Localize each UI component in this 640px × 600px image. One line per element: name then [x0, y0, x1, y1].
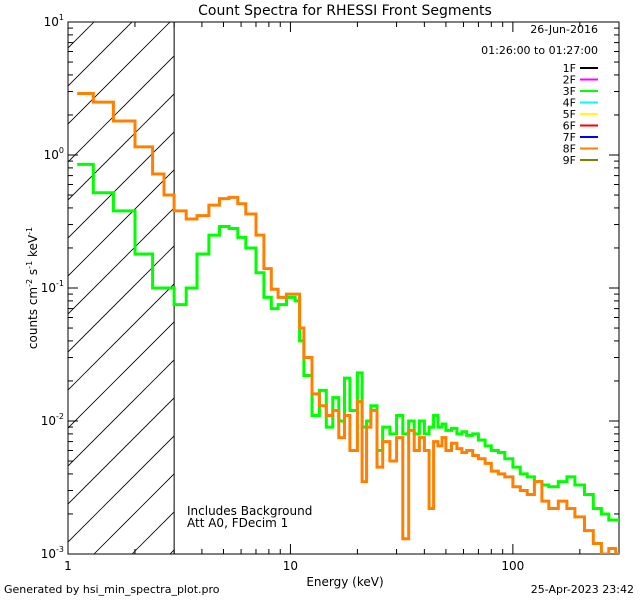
y-axis-label: counts cm-2 s-1 keV-1 [25, 227, 40, 349]
chart-date: 26-Jun-2016 [530, 23, 598, 36]
legend-label-1F: 1F [563, 62, 576, 75]
y-tick-label: 10-1 [41, 279, 64, 295]
x-axis-label: Energy (keV) [306, 575, 383, 589]
y-axis-label-mid-1: s [26, 269, 40, 279]
hatch-line [68, 283, 175, 391]
y-tick-label: 10-3 [41, 545, 64, 561]
y-tick-label: 101 [44, 13, 64, 29]
hatched-region [0, 0, 640, 554]
legend-label-5F: 5F [563, 108, 576, 121]
annotation-background: Includes Background [187, 504, 312, 518]
legend-label-8F: 8F [563, 143, 576, 156]
hatch-line [68, 22, 171, 125]
legend-label-4F: 4F [563, 97, 576, 110]
y-tick-label: 100 [44, 146, 64, 162]
hatch-line [68, 55, 175, 163]
generated-by-text: Generated by hsi_min_spectra_plot.pro [4, 583, 220, 596]
hatch-line [246, 0, 640, 554]
legend-label-2F: 2F [563, 74, 576, 87]
y-axis-label-base: counts cm [26, 287, 40, 349]
timestamp-text: 25-Apr-2023 23:42 [530, 583, 634, 596]
y-axis-label-mid-2: keV [26, 234, 40, 261]
x-tick-label: 100 [501, 559, 524, 573]
hatch-line [0, 0, 148, 554]
chart-title: Count Spectra for RHESSI Front Segments [198, 3, 492, 19]
y-axis-label-exp-2: -1 [25, 261, 34, 269]
x-tick-label: 1 [64, 559, 72, 573]
hatch-line [68, 169, 175, 277]
hatch-line [68, 131, 175, 239]
chart-time-range: 01:26:00 to 01:27:00 [481, 44, 598, 57]
series-3F-line [77, 162, 619, 522]
hatch-line [68, 359, 175, 467]
hatch-line [68, 245, 175, 353]
series-group [77, 92, 619, 554]
legend-label-6F: 6F [563, 120, 576, 133]
legend-label-3F: 3F [563, 85, 576, 98]
y-tick-label: 10-2 [41, 412, 64, 428]
y-axis-label-exp-3: -1 [25, 227, 34, 235]
y-axis-label-exp-1: -2 [25, 279, 34, 287]
hatch-line [68, 22, 133, 87]
legend-label-7F: 7F [563, 131, 576, 144]
legend-label-9F: 9F [563, 154, 576, 167]
plot-frame [67, 21, 620, 555]
series-8F-line [77, 92, 619, 554]
hatch-line [68, 93, 175, 201]
annotation-attenuator: Att A0, FDecim 1 [187, 516, 288, 530]
hatch-line [68, 435, 175, 543]
hatch-line [68, 321, 175, 429]
hatch-lines [0, 0, 640, 554]
hatch-line [68, 397, 175, 505]
x-tick-label: 10 [283, 559, 298, 573]
x-axis: 1 10 100 [64, 22, 620, 573]
y-axis: 10-3 10-2 10-1 100 101 [41, 13, 619, 561]
